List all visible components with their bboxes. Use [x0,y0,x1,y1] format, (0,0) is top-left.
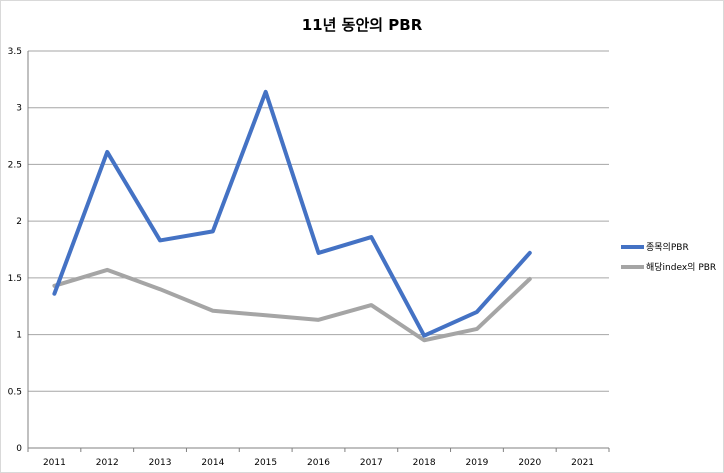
chart-title: 11년 동안의 PBR [302,16,423,34]
y-tick-label: 3.5 [8,47,22,57]
y-tick-label: 3 [16,104,22,114]
y-axis-tick-labels: 0 0.5 1 1.5 2 2.5 3 3.5 [8,47,23,454]
y-tick-label: 1 [16,331,22,341]
series-line-1 [52,89,532,338]
x-tick-label: 2012 [96,458,119,468]
gridlines [28,50,609,392]
legend-label-series-2: 해당index의 PBR [646,262,716,273]
x-tick-label: 2016 [307,458,330,468]
x-tick-label: 2020 [518,458,541,468]
x-tick-label: 2018 [413,458,436,468]
axes [27,51,610,452]
y-tick-label: 0.5 [8,387,22,397]
x-tick-label: 2011 [43,458,66,468]
y-tick-label: 1.5 [8,274,22,284]
x-tick-label: 2015 [254,458,277,468]
x-tick-label: 2019 [466,458,489,468]
legend-label-series-1: 종목의PBR [646,242,689,253]
y-tick-label: 2 [16,217,22,227]
x-axis-tick-labels: 2011 2012 2013 2014 2015 2016 2017 2018 2019 2020… [43,458,594,468]
y-tick-label: 2.5 [8,160,22,170]
x-tick-label: 2021 [571,458,594,468]
x-tick-label: 2017 [360,458,383,468]
series-lines [52,89,532,343]
legend: 종목의PBR 해당index의 PBR [621,242,716,273]
x-tick-label: 2014 [201,458,224,468]
series-line-2 [52,267,532,343]
y-tick-label: 0 [16,444,22,454]
x-tick-label: 2013 [149,458,172,468]
